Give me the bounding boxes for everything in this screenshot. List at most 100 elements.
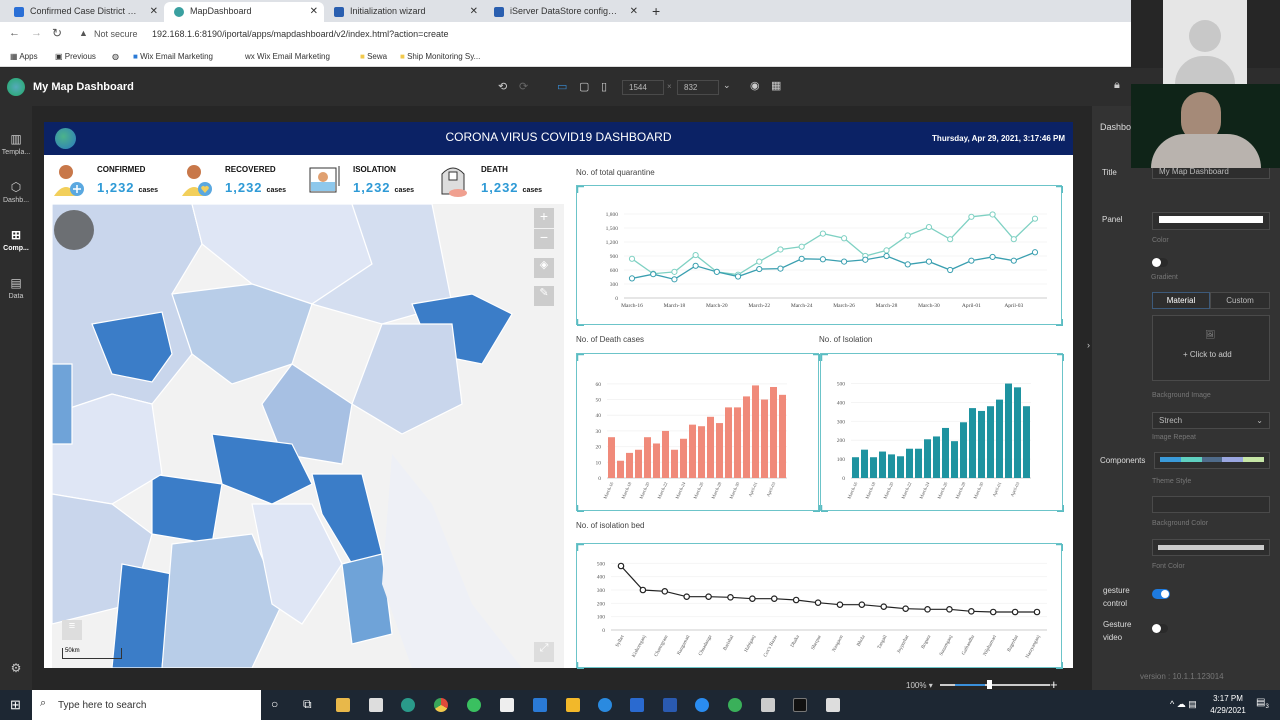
sticky-notes-icon[interactable] (566, 698, 580, 712)
close-icon[interactable]: ✕ (309, 6, 318, 17)
pan-control[interactable] (54, 210, 94, 250)
y-tick-label: 40 (596, 413, 602, 419)
tab-label: iServer DataStore configuration (510, 6, 620, 16)
sync-icon[interactable] (728, 698, 742, 712)
bookmark-apps[interactable]: ▦ Apps (10, 52, 38, 61)
cortana-icon[interactable]: ○ (271, 697, 279, 711)
close-icon[interactable]: ✕ (149, 6, 158, 17)
undo-icon[interactable]: ⟲ (498, 81, 508, 93)
zoom-level[interactable]: 100% ▾ (906, 681, 933, 690)
bookmark-ship-monitoring[interactable]: ■ Ship Monitoring Sy... (400, 52, 481, 61)
back-icon[interactable]: ← (9, 27, 20, 39)
tab-initialization-wizard[interactable]: Initialization wizard ✕ (324, 2, 484, 22)
lock-icon[interactable]: 🔒︎ (1114, 79, 1120, 91)
close-icon[interactable]: ✕ (629, 6, 638, 17)
scale-bar: 50km (62, 648, 122, 659)
desktop-icon[interactable]: ▭ (557, 81, 568, 93)
tab-confirmed-case[interactable]: Confirmed Case District Map ✕ (4, 2, 164, 22)
tablet-icon[interactable]: ▢ (579, 81, 590, 93)
material-tab[interactable]: Material (1152, 292, 1210, 309)
task-view-icon[interactable]: ⧉ (303, 697, 312, 711)
gradient-toggle[interactable] (1152, 258, 1168, 267)
close-icon[interactable]: ✕ (469, 6, 478, 17)
zoom-in-button[interactable]: + (534, 208, 554, 228)
file-explorer-icon[interactable] (336, 698, 350, 712)
edge-icon[interactable] (401, 698, 415, 712)
zoom-slider-handle[interactable] (987, 680, 992, 689)
x-tick-label: Cox's Bazar (763, 634, 779, 658)
security-status[interactable]: Not secure (94, 29, 138, 39)
font-color-picker[interactable] (1152, 539, 1270, 556)
theme-style-picker[interactable] (1154, 452, 1270, 469)
zoom-slider[interactable] (940, 684, 1050, 686)
gesture-control-toggle[interactable] (1152, 589, 1170, 599)
reload-icon[interactable]: ↻ (52, 26, 63, 40)
telegram-icon[interactable] (598, 698, 612, 712)
data-point (661, 588, 669, 595)
collapse-panel-icon[interactable]: › (1087, 340, 1090, 350)
phone-icon[interactable]: ▯ (601, 81, 608, 93)
sidebar-item-templates[interactable]: ▥ Templa... (1, 132, 31, 156)
data-point (777, 265, 784, 272)
bar (752, 385, 759, 478)
forward-icon[interactable]: → (31, 27, 42, 39)
chevron-down-icon[interactable]: ⌄ (723, 80, 731, 90)
notifications-icon[interactable]: ▤3 (1256, 697, 1269, 710)
background-color-picker[interactable] (1152, 496, 1270, 513)
custom-tab[interactable]: Custom (1210, 292, 1270, 309)
tab-iserver-datastore[interactable]: iServer DataStore configuration ✕ (484, 2, 644, 22)
dashboard-icon: ⬡ (10, 180, 22, 194)
taskbar-search[interactable]: ⌕ Type here to search (32, 690, 261, 720)
x-tick-label: Sherpur (811, 634, 823, 651)
system-tray-icons[interactable]: ^ ☁ ▤ (1170, 699, 1197, 709)
new-tab-button[interactable]: + (652, 3, 661, 19)
background-image-upload[interactable]: 🖼︎ + Click to add (1152, 315, 1270, 381)
wechat-icon[interactable] (467, 698, 481, 712)
tab-mapdashboard[interactable]: MapDashboard ✕ (164, 2, 324, 22)
bookmark-sewa[interactable]: ■ Sewa (360, 52, 388, 61)
chrome-icon[interactable] (434, 698, 448, 712)
image-repeat-select[interactable]: Strech ⌄ (1152, 412, 1270, 429)
fullscreen-icon[interactable]: ⤢ (534, 642, 554, 662)
components-label: Components (1100, 456, 1146, 465)
width-input[interactable]: 1544 (622, 80, 664, 95)
globe-icon[interactable]: ◍ (112, 52, 119, 61)
redo-icon[interactable]: ⟳ (519, 81, 529, 93)
bookmark-wix-1[interactable]: ■ Wix Email Marketing (133, 52, 213, 61)
app-icon[interactable] (533, 698, 547, 712)
zoom-out-button[interactable]: − (534, 229, 554, 249)
settings-icon[interactable]: ⚙ (10, 661, 22, 675)
windows-start-icon[interactable]: ⊞ (10, 697, 21, 712)
measure-icon[interactable]: ✎ (534, 286, 554, 306)
notepad-icon[interactable] (500, 698, 514, 712)
panel-header: Dashbo (1100, 122, 1132, 132)
bookmark-wix-2[interactable]: wx Wix Email Marketing (245, 52, 330, 61)
gesture-video-toggle[interactable] (1152, 624, 1168, 633)
grid-icon[interactable]: ▦ (771, 80, 782, 92)
app-icon[interactable] (761, 698, 775, 712)
height-input[interactable]: 832 (677, 80, 719, 95)
data-point (692, 251, 699, 259)
district-map[interactable]: + − ◈ ✎ ≡ ⤢ 50km (52, 204, 564, 668)
store-icon[interactable] (369, 698, 383, 712)
layers-icon[interactable]: ◈ (534, 258, 554, 278)
legend-icon[interactable]: ≡ (62, 620, 82, 640)
y-tick-label: 200 (837, 438, 846, 444)
app-icon[interactable] (826, 698, 840, 712)
sidebar-item-data[interactable]: ▤ Data (0, 276, 32, 300)
url-input[interactable]: 192.168.1.6:8190/iportal/apps/mapdashboa… (152, 29, 449, 39)
bookmark-previous[interactable]: ▣ Previous (55, 52, 96, 61)
sidebar-item-dashboard[interactable]: ⬡ Dashb... (0, 180, 32, 204)
preview-icon[interactable]: ◉ (750, 80, 760, 92)
word-icon[interactable] (663, 698, 677, 712)
sidebar-item-components[interactable]: ⊞ Comp... (0, 228, 32, 252)
zoom-in-icon[interactable]: + (1050, 677, 1058, 692)
data-point (883, 247, 890, 254)
clock[interactable]: 3:17 PM 4/29/2021 (1210, 694, 1246, 715)
terminal-icon[interactable] (793, 698, 807, 712)
data-point (671, 268, 678, 275)
panel-color-picker[interactable] (1152, 212, 1270, 230)
app-d-icon[interactable] (630, 698, 644, 712)
y-tick-label: 20 (596, 445, 602, 451)
zoom-icon[interactable] (695, 698, 709, 712)
